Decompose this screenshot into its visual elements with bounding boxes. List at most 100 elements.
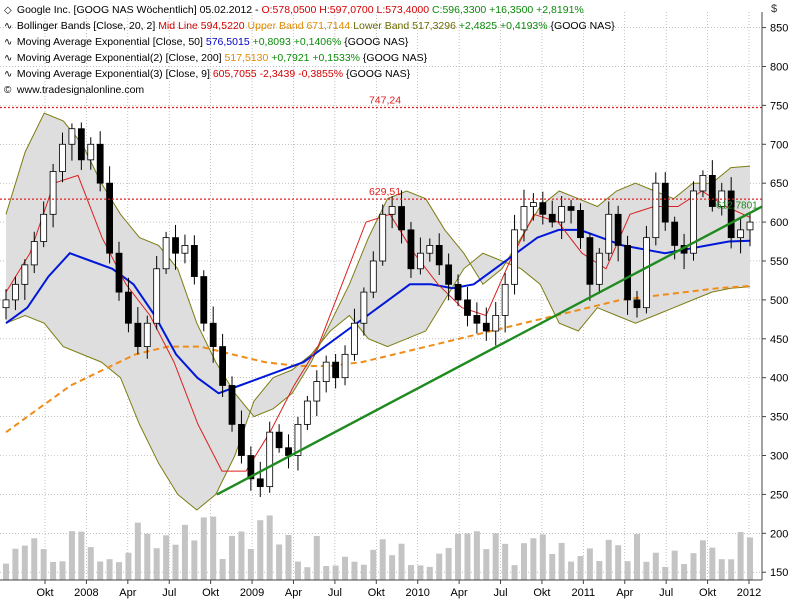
source-url: www.tradesignalonline.com	[16, 84, 145, 96]
candle-body	[464, 299, 471, 316]
x-tick-label: Okt	[202, 587, 219, 599]
volume-bar	[210, 516, 217, 580]
volume-bar	[586, 548, 593, 580]
bollinger-lower-line	[5, 252, 751, 511]
volume-bar	[21, 545, 28, 580]
volume-bar	[40, 549, 47, 580]
volume-bar	[106, 559, 113, 580]
candle-body	[416, 252, 424, 270]
volume-bar	[191, 540, 198, 580]
legend-row-bollinger: ∿ Bollinger Bands [Close, 20, 2] Mid Lin…	[4, 18, 615, 34]
legend-price-label: Google Inc. [GOOG NAS Wöchentlich] 05.02…	[16, 4, 259, 16]
candle-body	[2, 299, 10, 309]
x-tick-label: Apr	[451, 587, 468, 599]
volume-bar	[342, 556, 349, 580]
volume-bar	[483, 549, 490, 580]
y-tick-label: 850	[770, 23, 788, 35]
candle-body	[501, 283, 509, 316]
candle-body	[87, 143, 95, 161]
volume-bar	[134, 522, 141, 580]
volume-bar	[492, 533, 499, 580]
legend-ema50-label: Moving Average Exponential [Close, 50]	[16, 36, 203, 48]
legend-row-price: ◇ Google Inc. [GOOG NAS Wöchentlich] 05.…	[4, 2, 615, 18]
legend-bollinger-label: Bollinger Bands [Close, 20, 2]	[16, 20, 156, 32]
candle-body	[586, 237, 594, 285]
volume-bar	[662, 566, 669, 580]
candle-body	[661, 182, 669, 223]
candle-body	[690, 190, 697, 254]
volume-bar	[153, 548, 160, 580]
candlesticks	[2, 122, 754, 497]
candle-body	[407, 229, 415, 270]
volume-bar	[455, 533, 462, 580]
volume-bar	[266, 515, 273, 580]
legend-ema9-symbol: {GOOG NAS}	[345, 68, 411, 80]
x-tick-label: Apr	[285, 587, 302, 599]
volume-bar	[31, 538, 38, 580]
candle-body	[643, 237, 650, 309]
volume-bar	[436, 553, 443, 580]
candle-body	[529, 202, 537, 207]
candle-body	[256, 478, 264, 488]
volume-bar	[737, 531, 744, 580]
legend-ema200-symbol: {GOOG NAS}	[362, 52, 428, 64]
volume-bars	[3, 515, 753, 580]
candle-body	[567, 206, 575, 211]
candle-body	[595, 252, 603, 285]
candle-body	[454, 283, 462, 301]
candle-body	[435, 245, 443, 266]
legend-row-ema200: ∿ Moving Average Exponential(2) [Close, …	[4, 50, 615, 66]
candle-body	[247, 455, 255, 480]
y-tick-label: 550	[770, 256, 788, 268]
trendline	[216, 205, 763, 496]
indicator-wave-icon: ∿	[4, 69, 13, 80]
candle-body	[624, 245, 631, 301]
candle-body	[303, 400, 311, 425]
volume-bar	[285, 534, 292, 580]
volume-bar	[464, 533, 471, 580]
trendline-label: 612,7801	[716, 201, 758, 212]
close-chart-icon[interactable]: $	[770, 3, 778, 15]
candle-body	[473, 315, 481, 324]
volume-bar	[229, 535, 236, 580]
y-tick-label: 200	[770, 528, 788, 540]
chart-legend: ◇ Google Inc. [GOOG NAS Wöchentlich] 05.…	[4, 2, 615, 98]
volume-bar	[633, 534, 640, 580]
candle-body	[577, 210, 584, 239]
x-tick-label: Jul	[659, 587, 673, 599]
legend-bollinger-change: +2,4825 +0,4193%	[458, 20, 548, 32]
y-tick-label: 750	[770, 100, 788, 112]
legend-row-source: © www.tradesignalonline.com	[4, 82, 615, 98]
y-tick-label: 350	[770, 412, 788, 424]
volume-bar	[417, 565, 424, 580]
y-tick-label: 500	[770, 295, 788, 307]
candle-body	[558, 206, 566, 223]
volume-bar	[200, 517, 207, 580]
volume-bar	[398, 543, 405, 580]
indicator-wave-icon: ∿	[4, 37, 13, 48]
candle-body	[153, 268, 161, 324]
y-tick-label: 250	[770, 489, 788, 501]
volume-bar	[3, 563, 9, 580]
indicator-wave-icon: ∿	[4, 53, 13, 64]
volume-bar	[539, 534, 546, 580]
level-label: 747,24	[369, 95, 401, 107]
volume-bar	[426, 566, 433, 580]
x-tick-label: Jul	[493, 587, 507, 599]
candle-body	[652, 182, 660, 239]
volume-bar	[163, 535, 170, 580]
candle-body	[746, 221, 754, 231]
volume-bar	[144, 533, 151, 580]
legend-bollinger-symbol: {GOOG NAS}	[550, 20, 615, 32]
candle-body	[49, 171, 57, 215]
candle-body	[492, 315, 500, 332]
copyright-icon: ©	[4, 85, 12, 96]
candle-body	[106, 182, 113, 254]
volume-bar	[728, 559, 735, 580]
volume-bar	[238, 531, 245, 580]
legend-ema50-value: 576,5015	[205, 36, 250, 48]
legend-price-ohlc: O:578,0500 H:597,0700 L:573,4000	[261, 4, 430, 16]
candle-body	[59, 143, 66, 172]
volume-bar	[709, 547, 716, 580]
volume-bar	[313, 535, 320, 580]
